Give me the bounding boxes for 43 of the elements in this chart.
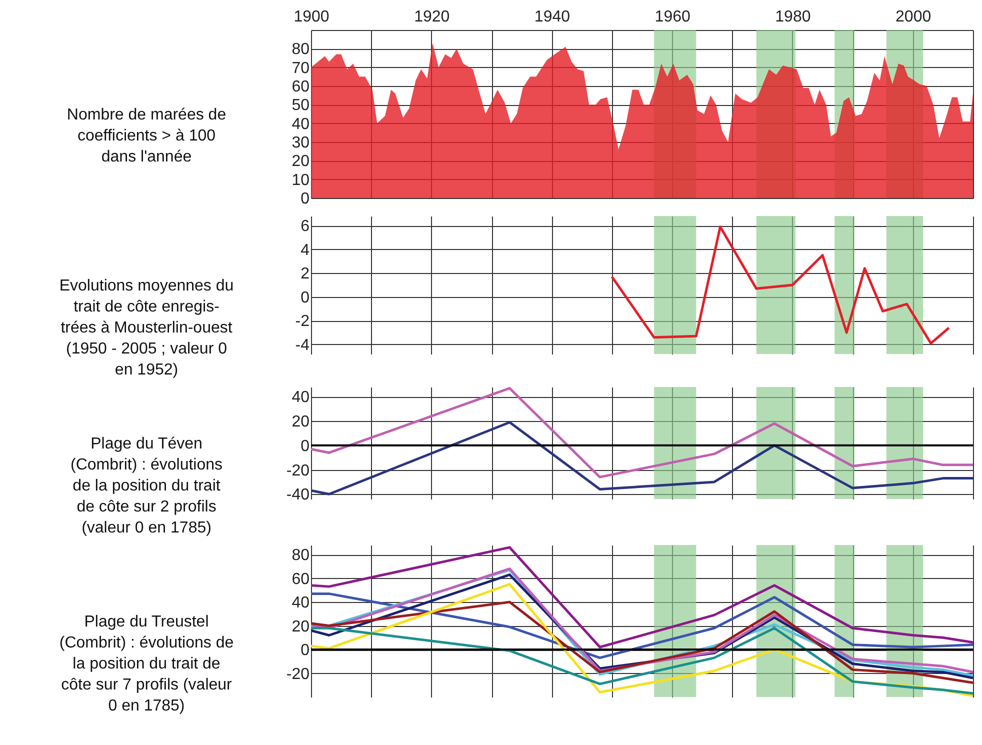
y-tick-label: -20 bbox=[286, 666, 310, 683]
y-tick-label: -20 bbox=[286, 462, 310, 480]
x-tick-label: 1980 bbox=[775, 8, 811, 26]
y-tick-label: -40 bbox=[286, 486, 310, 504]
y-tick-label: -2 bbox=[295, 313, 310, 330]
y-tick-label: 0 bbox=[300, 289, 310, 306]
y-tick-label: 80 bbox=[292, 547, 310, 564]
y-tick-label: 0 bbox=[300, 438, 310, 455]
y-tick-label: 40 bbox=[292, 116, 310, 133]
x-tick-label: 1920 bbox=[414, 8, 450, 26]
line-series bbox=[311, 600, 973, 684]
y-axis-title: Plage du Téven (Combrit) : évolutions de la position du trait de côte sur 2 profils (valeur 0 en 1785) bbox=[70, 436, 223, 536]
y-tick-label: 60 bbox=[292, 570, 310, 588]
line-series bbox=[311, 592, 973, 660]
y-tick-label: 10 bbox=[292, 172, 310, 189]
y-tick-label: 80 bbox=[292, 41, 310, 58]
x-tick-label: 1940 bbox=[534, 8, 570, 26]
y-tick-label: 50 bbox=[292, 97, 310, 114]
y-tick-label: 2 bbox=[300, 266, 310, 283]
y-tick-label: 0 bbox=[300, 190, 310, 208]
y-tick-label: 6 bbox=[300, 218, 310, 236]
y-tick-label: 40 bbox=[292, 389, 310, 406]
y-tick-label: 40 bbox=[292, 594, 310, 612]
line-series bbox=[311, 626, 973, 695]
y-axis-title: Plage du Treustel (Combrit) : évolutions de la position du trait de côte sur 7 profils (valeur 0 en 1785) bbox=[59, 614, 234, 714]
y-tick-label: 20 bbox=[292, 618, 310, 636]
y-axis-title: Nombre de marées de coefficients > à 100 dans l'année bbox=[66, 106, 226, 166]
y-tick-label: 4 bbox=[300, 242, 310, 259]
line-series bbox=[311, 546, 973, 648]
x-tick-label: 2000 bbox=[896, 8, 932, 26]
y-tick-label: 0 bbox=[300, 642, 310, 659]
y-tick-label: 70 bbox=[292, 60, 310, 77]
y-tick-label: -4 bbox=[295, 336, 310, 354]
y-axis-title: Evolutions moyennes du trait de côte enregis- trées à Mousterlin-ouest (1950 - 2005 ; valeur 0 en 1952) bbox=[59, 278, 234, 378]
line-series bbox=[610, 225, 950, 345]
y-tick-label: 20 bbox=[292, 414, 310, 431]
x-tick-label: 1900 bbox=[294, 8, 330, 26]
y-tick-label: 20 bbox=[292, 153, 310, 170]
x-tick-label: 1960 bbox=[654, 8, 690, 26]
y-tick-label: 30 bbox=[292, 134, 310, 152]
y-tick-label: 60 bbox=[292, 78, 310, 96]
line-series bbox=[311, 387, 973, 478]
line-series bbox=[311, 421, 973, 496]
